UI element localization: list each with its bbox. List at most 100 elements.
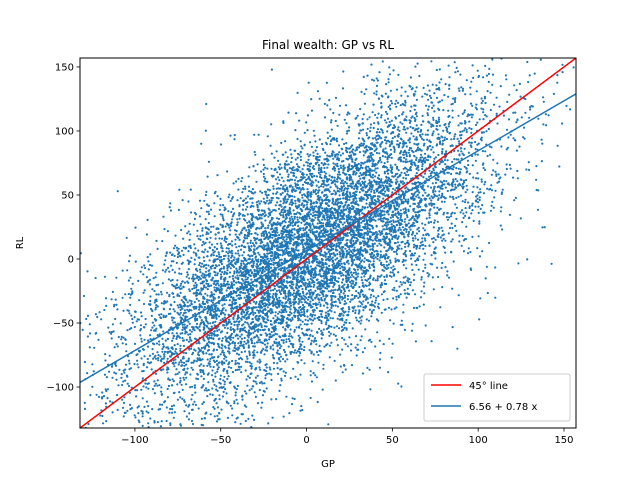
scatter-point [377,302,380,305]
scatter-point [397,133,401,136]
scatter-point [149,299,152,303]
scatter-point [348,336,351,339]
scatter-point [105,376,108,379]
scatter-point [249,226,252,229]
scatter-point [206,288,209,291]
scatter-point [361,208,364,211]
scatter-point [288,314,291,317]
scatter-point [252,418,256,421]
scatter-point [338,151,341,154]
scatter-point [403,125,406,128]
scatter-point [161,337,164,340]
scatter-point [347,306,350,309]
scatter-point [303,323,306,326]
scatter-point [332,295,335,298]
scatter-point [234,252,237,255]
scatter-point [296,91,299,94]
scatter-point [331,150,334,153]
scatter-point [278,289,281,292]
scatter-point [428,94,432,97]
scatter-point [223,383,226,386]
scatter-point [350,279,353,282]
scatter-point [388,337,391,340]
scatter-point [197,407,200,410]
scatter-point [441,229,444,232]
scatter-point [309,231,312,234]
scatter-point [436,206,439,209]
scatter-point [206,175,209,178]
scatter-point [381,214,384,217]
scatter-point [433,247,436,250]
scatter-point [178,313,181,316]
scatter-point [167,332,170,335]
scatter-point [335,225,338,228]
scatter-point [453,212,456,215]
scatter-point [193,217,196,220]
scatter-point [111,411,114,414]
scatter-point [128,254,132,257]
scatter-point [263,270,266,273]
scatter-point [349,276,352,279]
scatter-point [113,346,116,349]
scatter-point [241,394,244,397]
scatter-point [238,217,241,220]
scatter-point [357,179,360,183]
scatter-point [146,345,150,348]
scatter-point [234,229,237,232]
scatter-point [424,244,427,248]
scatter-point [170,351,173,355]
scatter-point [343,142,346,146]
scatter-point [430,148,433,151]
scatter-point [478,222,481,225]
scatter-point [173,310,176,313]
scatter-point [203,199,206,202]
scatter-point [309,318,313,321]
scatter-point [447,125,450,128]
scatter-point [370,293,373,296]
scatter-point [320,176,323,180]
scatter-point [347,129,350,132]
scatter-point [397,271,400,274]
scatter-point [513,84,516,87]
scatter-point [191,351,195,354]
scatter-point [478,118,481,121]
scatter-point [361,293,365,296]
scatter-point [299,275,302,278]
scatter-point [572,66,575,69]
scatter-point [284,374,287,377]
scatter-point [158,343,161,346]
scatter-point [251,201,254,204]
scatter-point [230,322,233,326]
scatter-point [430,199,433,202]
scatter-point [277,166,280,169]
scatter-point [411,182,414,185]
scatter-point [299,314,302,318]
scatter-point [479,191,482,194]
scatter-point [233,400,236,403]
scatter-point [344,368,347,371]
scatter-point [201,227,204,230]
scatter-point [424,266,427,269]
scatter-point [331,201,334,205]
scatter-point [258,388,261,392]
scatter-point [413,293,417,296]
scatter-point [455,206,458,209]
scatter-point [270,398,273,401]
scatter-point [226,416,229,419]
scatter-point [330,179,333,182]
scatter-point [312,189,315,192]
scatter-point [186,271,189,274]
scatter-point [334,180,337,183]
scatter-point [388,120,391,124]
scatter-point [249,261,252,264]
scatter-point [204,387,208,390]
scatter-point [297,334,300,337]
scatter-point [432,118,435,121]
scatter-point [343,283,346,286]
scatter-point [308,282,311,285]
scatter-point [486,90,489,93]
scatter-point [375,93,378,96]
scatter-point [362,154,365,157]
scatter-point [315,376,318,379]
scatter-point [226,267,229,270]
